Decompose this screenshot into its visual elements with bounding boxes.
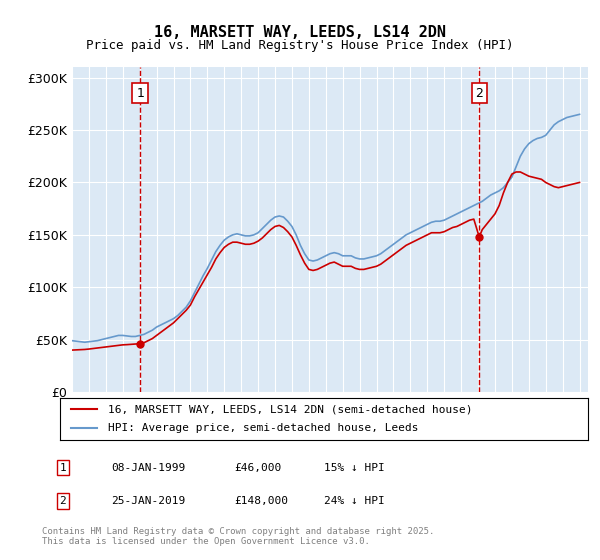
Text: £46,000: £46,000 [234,463,281,473]
Text: 16, MARSETT WAY, LEEDS, LS14 2DN (semi-detached house): 16, MARSETT WAY, LEEDS, LS14 2DN (semi-d… [107,404,472,414]
Text: 08-JAN-1999: 08-JAN-1999 [111,463,185,473]
Text: HPI: Average price, semi-detached house, Leeds: HPI: Average price, semi-detached house,… [107,423,418,433]
Text: Contains HM Land Registry data © Crown copyright and database right 2025.
This d: Contains HM Land Registry data © Crown c… [42,526,434,546]
Text: 1: 1 [136,87,144,100]
Text: 24% ↓ HPI: 24% ↓ HPI [324,496,385,506]
Text: 25-JAN-2019: 25-JAN-2019 [111,496,185,506]
Text: £148,000: £148,000 [234,496,288,506]
Text: Price paid vs. HM Land Registry's House Price Index (HPI): Price paid vs. HM Land Registry's House … [86,39,514,52]
Text: 1: 1 [59,463,67,473]
Text: 2: 2 [59,496,67,506]
Text: 15% ↓ HPI: 15% ↓ HPI [324,463,385,473]
Text: 16, MARSETT WAY, LEEDS, LS14 2DN: 16, MARSETT WAY, LEEDS, LS14 2DN [154,25,446,40]
Text: 2: 2 [475,87,483,100]
